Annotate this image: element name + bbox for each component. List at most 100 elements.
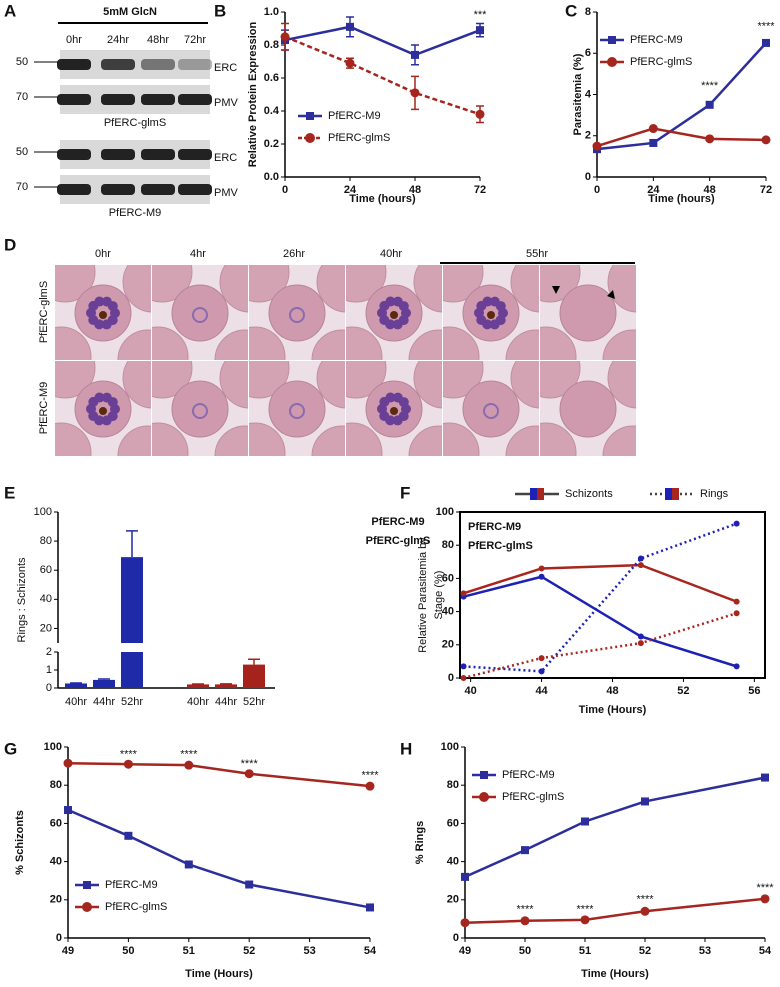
mw-marker: 70 — [16, 91, 28, 103]
y-tick-label: 0.8 — [264, 39, 279, 51]
ring — [289, 403, 305, 419]
rbc — [346, 422, 383, 456]
x-tick-label: 44hr — [93, 696, 115, 708]
rbc — [249, 422, 286, 456]
y-tick-label: 100 — [441, 741, 459, 753]
x-axis-label: Time (Hours) — [185, 968, 253, 980]
legend-label: PfERC-glmS — [630, 56, 692, 68]
marker — [123, 759, 133, 769]
panel-letter: A — [4, 1, 16, 20]
annotation: **** — [757, 20, 775, 32]
band — [57, 184, 91, 195]
legend-label: PfERC-M9 — [630, 34, 683, 46]
marker — [521, 846, 529, 855]
series-line — [596, 127, 767, 148]
rbc — [316, 361, 345, 409]
marker — [410, 88, 420, 98]
x-tick-label: 40hr — [187, 696, 209, 708]
x-tick-label: 44 — [535, 685, 548, 697]
x-tick-label: 72 — [474, 184, 486, 196]
marker — [733, 610, 740, 617]
marker — [475, 109, 485, 119]
legend-label: PfERC-M9 — [328, 110, 381, 122]
y-tick-label: 1 — [46, 664, 52, 676]
panel-letter: C — [565, 1, 577, 20]
annotation: **** — [576, 903, 594, 915]
rbc — [540, 326, 577, 360]
series-line — [67, 808, 371, 909]
rbc — [559, 284, 617, 342]
band — [141, 184, 175, 195]
rbc — [413, 361, 442, 409]
ring — [192, 307, 208, 323]
marker — [637, 633, 644, 640]
x-axis-label: Time (hours) — [349, 193, 416, 205]
y-tick-label: 2 — [46, 646, 52, 658]
x-tick-label: 52 — [677, 685, 689, 697]
rbc — [505, 329, 539, 360]
mw-marker: 50 — [16, 56, 28, 68]
marker — [649, 138, 658, 147]
timepoint: 40hr — [380, 248, 402, 260]
parasite — [398, 397, 409, 408]
legend-marker — [83, 881, 91, 889]
rbc — [607, 361, 636, 409]
rbc — [443, 422, 480, 456]
x-tick-label: 72 — [760, 184, 772, 196]
strain-label: PfERC-glmS — [104, 117, 166, 129]
y-tick-label: 40 — [50, 856, 62, 868]
legend-marker — [305, 133, 315, 143]
rbc — [510, 265, 539, 313]
rbc — [540, 422, 577, 456]
band — [101, 184, 135, 195]
y-axis-label: % Schizonts — [14, 810, 26, 875]
y-tick-label: 100 — [44, 741, 62, 753]
timepoint: 26hr — [283, 248, 305, 260]
marker — [733, 520, 740, 527]
rbc — [268, 284, 326, 342]
x-tick-label: 56 — [748, 685, 760, 697]
y-axis-label: Rings : Schizonts — [16, 557, 28, 642]
rbc — [55, 326, 92, 360]
y-tick-label: 0 — [448, 672, 454, 684]
rbc — [249, 326, 286, 360]
series-line — [464, 897, 766, 924]
marker — [184, 760, 194, 770]
legend-marker — [530, 488, 537, 500]
y-tick-label: 0 — [46, 682, 52, 694]
rbc — [413, 265, 442, 313]
y-axis-label: Stage (%) — [433, 571, 445, 620]
band — [178, 149, 212, 160]
legend-marker — [480, 771, 488, 779]
x-axis-label: Time (hours) — [648, 193, 715, 205]
band — [178, 59, 212, 70]
y-tick-label: 0.2 — [264, 138, 279, 150]
error-bar — [126, 530, 138, 558]
arrowhead — [607, 290, 615, 299]
rbc — [214, 329, 248, 360]
y-tick-label: 20 — [442, 639, 454, 651]
rbc — [311, 425, 345, 456]
marker — [411, 50, 419, 59]
bar — [93, 679, 115, 688]
marker — [762, 38, 770, 47]
micrograph — [152, 265, 248, 360]
y-tick-label: 80 — [50, 779, 62, 791]
marker — [280, 32, 290, 42]
marker — [705, 134, 715, 144]
marker — [461, 872, 469, 881]
parasite — [101, 415, 112, 426]
rbc — [152, 326, 189, 360]
rbc — [316, 265, 345, 313]
marker — [733, 598, 740, 605]
rbc — [607, 265, 636, 313]
marker — [460, 590, 467, 597]
error-bar — [248, 658, 260, 665]
y-tick-label: 80 — [442, 539, 454, 551]
panel-letter: H — [400, 739, 412, 758]
annotation: **** — [756, 882, 774, 894]
legend-marker — [672, 488, 679, 500]
rbc — [443, 326, 480, 360]
x-tick-label: 52 — [639, 945, 651, 957]
annotation: **** — [120, 749, 138, 761]
